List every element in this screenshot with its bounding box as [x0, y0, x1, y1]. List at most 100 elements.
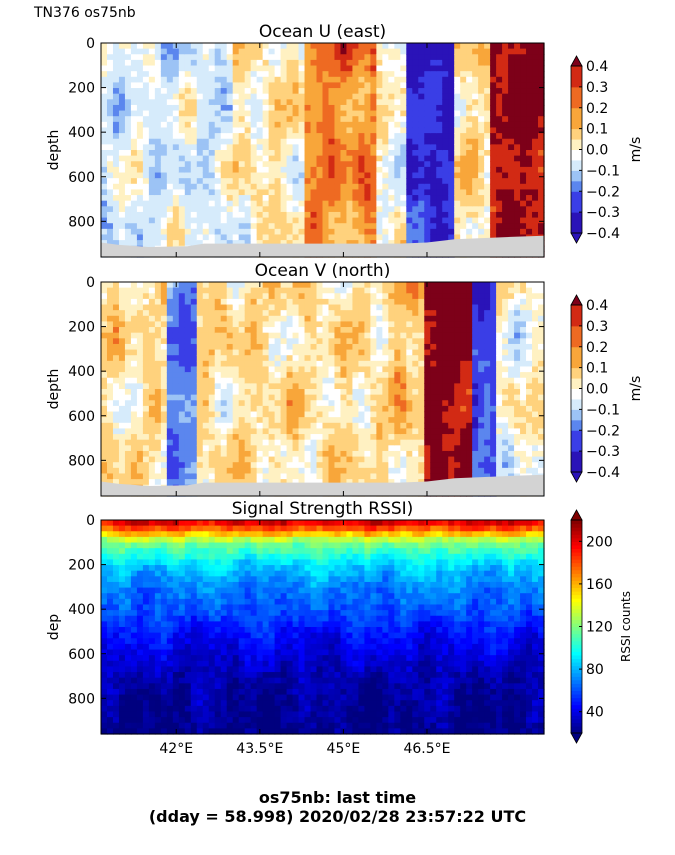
heatmap-cell — [346, 310, 354, 317]
heatmap-cell — [424, 138, 431, 145]
heatmap-cell — [406, 282, 413, 289]
heatmap-cell — [364, 43, 371, 50]
heatmap-cell — [208, 282, 216, 289]
heatmap-cell — [250, 155, 258, 162]
heatmap-cell — [502, 116, 509, 123]
heatmap-cell — [322, 189, 330, 196]
heatmap-cell — [142, 121, 150, 129]
heatmap-cell — [352, 93, 360, 100]
heatmap-cell — [154, 445, 162, 452]
heatmap-cell — [388, 178, 395, 185]
heatmap-cell — [166, 389, 174, 396]
heatmap-cell — [280, 360, 288, 368]
heatmap-cell — [484, 183, 491, 191]
heatmap-cell — [298, 110, 306, 117]
heatmap-cell — [154, 434, 162, 441]
heatmap-cell — [220, 200, 228, 207]
heatmap-cell — [136, 343, 144, 351]
heatmap-cell — [268, 110, 276, 117]
heatmap-cell — [496, 116, 503, 123]
heatmap-cell — [352, 434, 360, 441]
heatmap-cell — [466, 127, 473, 134]
heatmap-cell — [316, 228, 324, 236]
heatmap-cell — [190, 59, 198, 67]
colorbar-tick-label: −0.1 — [586, 163, 620, 179]
heatmap-cell — [232, 479, 240, 486]
heatmap-cell — [406, 82, 413, 89]
heatmap-cell — [322, 473, 330, 480]
heatmap-cell — [208, 389, 216, 396]
heatmap-cell — [286, 372, 294, 379]
heatmap-cell — [448, 82, 455, 89]
heatmap-cell — [262, 445, 270, 452]
heatmap-cell — [214, 76, 222, 84]
heatmap-cell — [406, 405, 413, 413]
heatmap-cell — [250, 133, 258, 140]
heatmap-cell — [418, 189, 425, 196]
heatmap-cell — [304, 473, 312, 480]
heatmap-cell — [148, 172, 156, 179]
heatmap-cell — [340, 439, 348, 446]
heatmap-cell — [214, 217, 222, 224]
heatmap-cell — [256, 445, 264, 452]
heatmap-cell — [124, 116, 132, 123]
heatmap-cell — [394, 383, 401, 390]
heatmap-cell — [490, 150, 497, 157]
heatmap-cell — [304, 456, 312, 463]
heatmap-cell — [412, 127, 419, 134]
heatmap-cell — [202, 206, 210, 213]
heatmap-cell — [118, 54, 126, 61]
heatmap-cell — [478, 195, 485, 202]
heatmap-cell — [190, 467, 198, 475]
heatmap-cell — [358, 479, 366, 486]
heatmap-cell — [262, 479, 270, 486]
heatmap-cell — [514, 104, 521, 112]
heatmap-cell — [298, 473, 306, 480]
heatmap-cell — [334, 304, 342, 311]
heatmap-cell — [292, 223, 300, 230]
heatmap-cell — [424, 110, 431, 117]
heatmap-cell — [436, 178, 443, 185]
heatmap-cell — [292, 467, 300, 475]
heatmap-cell — [388, 43, 395, 50]
heatmap-cell — [280, 327, 288, 334]
heatmap-cell — [274, 383, 282, 390]
heatmap-cell — [460, 223, 467, 230]
heatmap-cell — [316, 400, 324, 407]
heatmap-cell — [106, 228, 114, 236]
heatmap-cell — [364, 99, 371, 106]
heatmap-cell — [184, 183, 192, 191]
heatmap-cell — [160, 110, 168, 117]
heatmap-cell — [394, 282, 401, 289]
heatmap-cell — [214, 400, 222, 407]
heatmap-cell — [184, 327, 192, 334]
heatmap-cell — [442, 211, 449, 219]
heatmap-cell — [442, 121, 449, 129]
heatmap-cell — [472, 161, 479, 168]
heatmap-cell — [484, 155, 491, 162]
heatmap-cell — [376, 349, 383, 356]
heatmap-cell — [262, 228, 270, 236]
heatmap-cell — [532, 211, 539, 219]
heatmap-cell — [106, 155, 114, 162]
heatmap-cell — [436, 195, 443, 202]
heatmap-cell — [136, 65, 144, 72]
heatmap-cell — [274, 155, 282, 162]
heatmap-cell — [346, 240, 354, 247]
heatmap-cell — [526, 161, 533, 168]
heatmap-cell — [460, 110, 467, 117]
heatmap-cell — [238, 183, 246, 191]
heatmap-cell — [532, 189, 539, 196]
heatmap-cell — [364, 65, 371, 72]
heatmap-cell — [328, 304, 336, 311]
heatmap-cell — [322, 456, 330, 463]
heatmap-cell — [256, 456, 264, 463]
heatmap-cell — [322, 355, 330, 362]
heatmap-cell — [526, 166, 533, 174]
heatmap-cell — [208, 82, 216, 89]
heatmap-cell — [262, 189, 270, 196]
heatmap-cell — [148, 338, 156, 345]
heatmap-cell — [424, 211, 431, 219]
heatmap-cell — [466, 155, 473, 162]
heatmap-cell — [184, 360, 192, 368]
